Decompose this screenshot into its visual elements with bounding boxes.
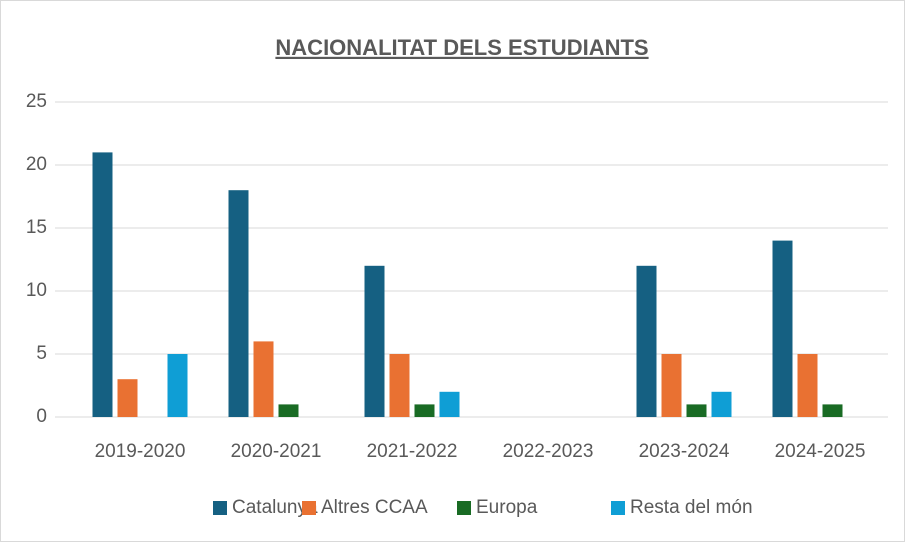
y-tick-label: 20 (26, 154, 47, 175)
y-tick-label: 0 (36, 406, 47, 427)
bar (822, 404, 843, 417)
bar (686, 404, 707, 417)
x-tick-label: 2021-2022 (367, 441, 458, 462)
legend-label: Altres CCAA (321, 497, 428, 518)
chart-title: NACIONALITAT DELS ESTUDIANTS (275, 35, 648, 60)
x-tick-label: 2022-2023 (503, 441, 594, 462)
legend-label: Resta del món (630, 497, 753, 518)
legend-label: Europa (476, 497, 538, 518)
bar (389, 354, 410, 417)
legend-label: Catalunya (232, 497, 318, 518)
y-tick-label: 10 (26, 280, 47, 301)
bar (772, 240, 793, 417)
legend-swatch (302, 501, 316, 515)
y-tick-label: 5 (36, 343, 47, 364)
bar (414, 404, 435, 417)
legend-swatch (213, 501, 227, 515)
bar (278, 404, 299, 417)
bar (253, 341, 274, 417)
legend-swatch (457, 501, 471, 515)
bar (364, 265, 385, 417)
x-tick-label: 2020-2021 (231, 441, 322, 462)
bar (117, 379, 138, 417)
legend-swatch (611, 501, 625, 515)
x-tick-label: 2023-2024 (639, 441, 730, 462)
y-tick-label: 15 (26, 217, 47, 238)
x-tick-label: 2019-2020 (95, 441, 186, 462)
bar (797, 354, 818, 417)
bar (439, 391, 460, 417)
bar (711, 391, 732, 417)
x-tick-label: 2024-2025 (775, 441, 866, 462)
bar (228, 190, 249, 417)
y-tick-label: 25 (26, 91, 47, 112)
bar (92, 152, 113, 417)
bar (636, 265, 657, 417)
bar (167, 354, 188, 417)
bar (661, 354, 682, 417)
